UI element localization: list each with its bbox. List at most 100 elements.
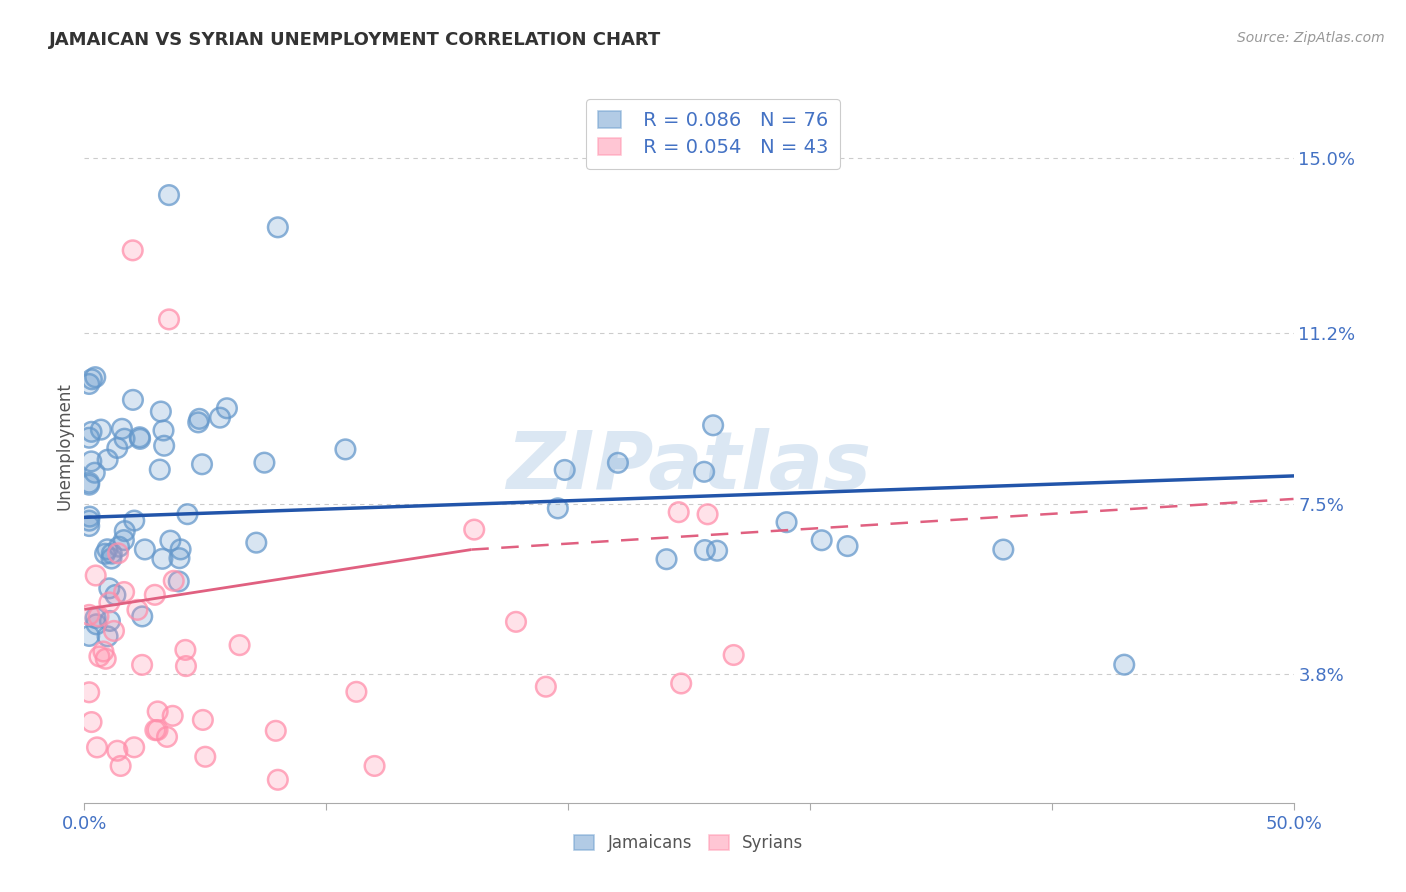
- Point: [97, 452, 120, 467]
- Point: [655, 552, 678, 566]
- Point: [112, 585, 135, 599]
- Point: [134, 542, 156, 557]
- Point: [693, 543, 716, 558]
- Point: [702, 418, 724, 433]
- Point: [112, 585, 135, 599]
- Point: [84, 568, 107, 582]
- Point: [363, 759, 385, 773]
- Point: [145, 723, 167, 738]
- Point: [108, 540, 131, 554]
- Point: [77, 685, 100, 699]
- Point: [129, 432, 152, 446]
- Point: [267, 772, 290, 787]
- Point: [810, 533, 832, 548]
- Point: [93, 644, 115, 658]
- Point: [157, 188, 180, 202]
- Point: [103, 624, 125, 638]
- Point: [188, 412, 211, 426]
- Point: [77, 431, 100, 445]
- Point: [129, 432, 152, 446]
- Point: [94, 652, 117, 666]
- Point: [547, 501, 569, 516]
- Point: [156, 730, 179, 744]
- Point: [131, 609, 153, 624]
- Point: [103, 624, 125, 638]
- Point: [90, 423, 112, 437]
- Point: [84, 568, 107, 582]
- Point: [187, 416, 209, 430]
- Point: [77, 477, 100, 491]
- Point: [194, 749, 217, 764]
- Point: [191, 713, 214, 727]
- Point: [143, 588, 166, 602]
- Point: [128, 430, 150, 444]
- Point: [159, 533, 181, 548]
- Point: [110, 759, 132, 773]
- Point: [83, 466, 105, 480]
- Point: [191, 457, 214, 471]
- Point: [463, 523, 485, 537]
- Point: [156, 730, 179, 744]
- Point: [104, 588, 127, 602]
- Point: [253, 456, 276, 470]
- Point: [169, 551, 191, 566]
- Point: [163, 574, 186, 588]
- Point: [669, 676, 692, 690]
- Point: [208, 410, 231, 425]
- Point: [105, 441, 128, 455]
- Point: [149, 404, 172, 418]
- Point: [114, 524, 136, 538]
- Point: [696, 508, 718, 522]
- Point: [111, 422, 134, 436]
- Point: [146, 723, 169, 737]
- Point: [101, 547, 124, 561]
- Point: [131, 657, 153, 672]
- Point: [111, 422, 134, 436]
- Point: [993, 542, 1015, 557]
- Point: [87, 609, 110, 624]
- Point: [267, 772, 290, 787]
- Point: [94, 547, 117, 561]
- Point: [77, 376, 100, 391]
- Point: [606, 456, 628, 470]
- Point: [108, 540, 131, 554]
- Point: [993, 542, 1015, 557]
- Point: [84, 370, 107, 384]
- Point: [174, 659, 197, 673]
- Point: [152, 424, 174, 438]
- Point: [77, 629, 100, 643]
- Point: [149, 404, 172, 418]
- Point: [80, 714, 103, 729]
- Point: [94, 547, 117, 561]
- Point: [655, 552, 678, 566]
- Point: [245, 535, 267, 549]
- Point: [101, 547, 124, 561]
- Point: [706, 543, 728, 558]
- Point: [152, 424, 174, 438]
- Point: [606, 456, 628, 470]
- Point: [97, 629, 120, 643]
- Point: [152, 551, 174, 566]
- Point: [122, 514, 145, 528]
- Point: [83, 466, 105, 480]
- Point: [146, 723, 169, 737]
- Point: [127, 603, 149, 617]
- Point: [208, 410, 231, 425]
- Point: [114, 432, 136, 446]
- Point: [505, 615, 527, 629]
- Point: [98, 595, 121, 609]
- Point: [267, 220, 290, 235]
- Point: [335, 442, 357, 457]
- Point: [97, 629, 120, 643]
- Point: [723, 648, 745, 662]
- Point: [80, 714, 103, 729]
- Point: [146, 705, 169, 719]
- Point: [668, 505, 690, 519]
- Point: [837, 539, 859, 553]
- Point: [363, 759, 385, 773]
- Point: [191, 713, 214, 727]
- Point: [84, 370, 107, 384]
- Point: [89, 649, 111, 664]
- Point: [505, 615, 527, 629]
- Point: [100, 551, 122, 566]
